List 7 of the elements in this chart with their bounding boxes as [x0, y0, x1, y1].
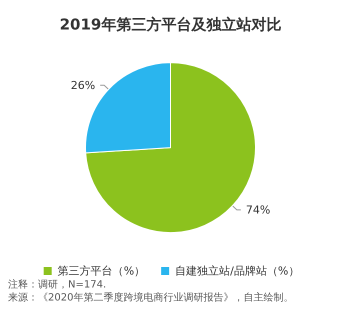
chart-title: 2019年第三方平台及独立站对比 — [60, 16, 282, 34]
source-note: 来源：《2020年第二季度跨境电商行业调研报告》，自主绘制。 — [8, 292, 294, 304]
legend-label: 自建独立站/品牌站（%） — [175, 264, 300, 278]
data-label: 74% — [246, 203, 270, 216]
data-label: 26% — [70, 78, 96, 92]
legend-label: 第三方平台（%） — [58, 264, 146, 278]
text: 注释：调研，N=174. — [8, 278, 106, 290]
